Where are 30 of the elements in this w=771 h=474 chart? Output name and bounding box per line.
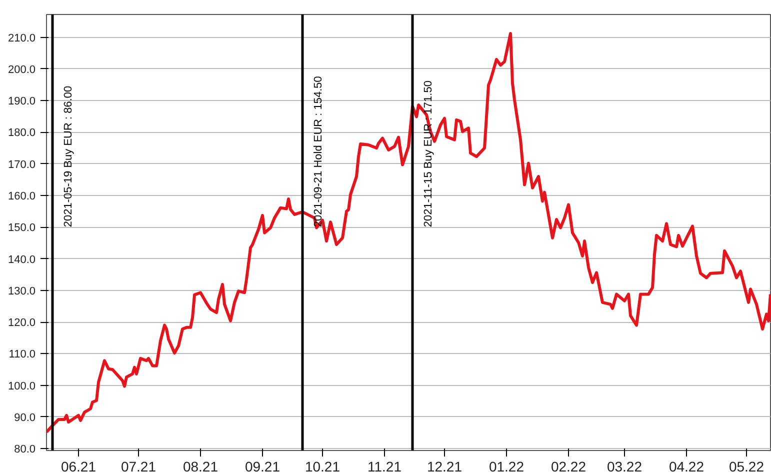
- ref-line-label: 2021-09-21 Hold EUR : 154.50: [312, 76, 324, 228]
- line-series: [46, 32, 770, 434]
- ref-line-label: 2021-05-19 Buy EUR : 86.00: [62, 86, 74, 228]
- y-tick-label: 200.0: [8, 64, 36, 76]
- y-tick-label: 130.0: [8, 285, 36, 298]
- y-tick-label: 100.0: [8, 380, 36, 392]
- x-tick-label: 11.21: [368, 458, 402, 474]
- y-tick-label: 190.0: [8, 96, 36, 108]
- x-tick-label: 05.22: [728, 458, 764, 474]
- x-tick-label: 08.21: [182, 458, 218, 474]
- x-tick-label: 03.22: [606, 458, 642, 474]
- y-tick-label: 170.0: [8, 158, 36, 171]
- x-tick-label: 10.21: [304, 458, 340, 474]
- y-tick-label: 80.0: [14, 444, 36, 456]
- y-tick-label: 150.0: [8, 222, 36, 234]
- x-tick-label: 02.22: [550, 458, 586, 474]
- y-tick-label: 110.0: [8, 348, 36, 361]
- y-tick-label: 120.0: [8, 317, 36, 330]
- x-tick-label: 04.22: [668, 458, 704, 474]
- x-tick-label: 07.21: [120, 458, 156, 474]
- y-tick-label: 180.0: [8, 127, 36, 140]
- x-tick-label: 09.21: [244, 458, 280, 474]
- ref-line-label: 2021-11-15 Buy EUR : 171.50: [422, 80, 434, 228]
- x-tick-label: 12.21: [426, 458, 462, 474]
- x-tick-label: 06.21: [60, 458, 96, 474]
- y-tick-label: 90.0: [14, 412, 36, 424]
- y-tick-label: 210.0: [8, 32, 36, 44]
- x-tick-label: 01.22: [488, 458, 524, 474]
- y-tick-label: 140.0: [8, 254, 36, 266]
- y-tick-label: 160.0: [8, 190, 36, 202]
